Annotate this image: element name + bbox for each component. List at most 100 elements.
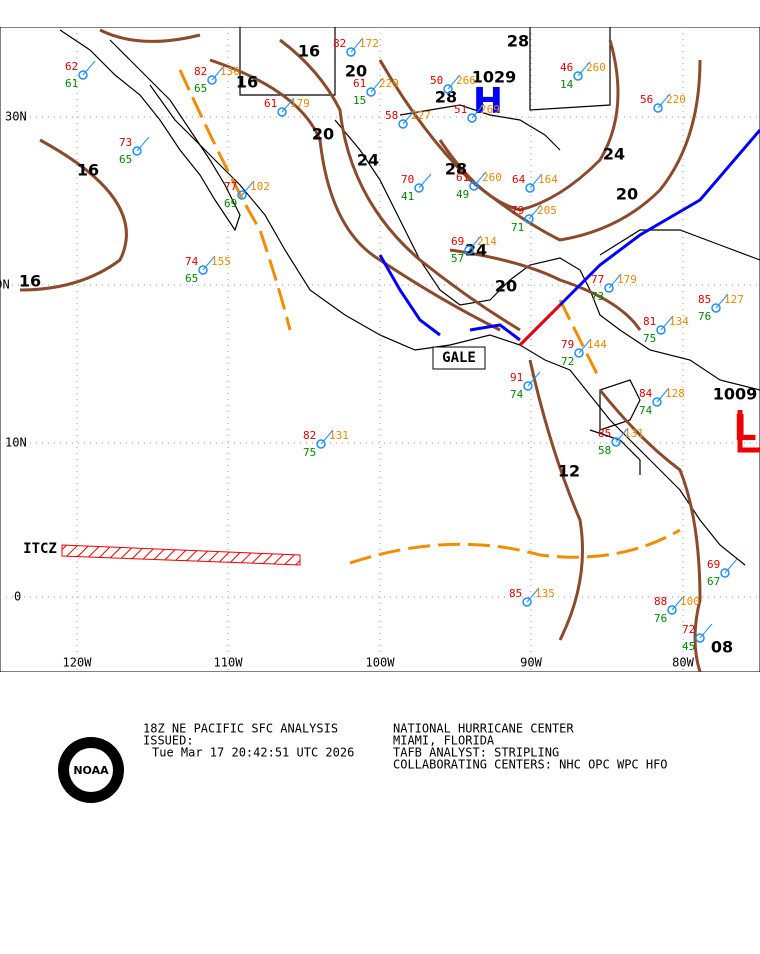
station-dewpoint: 76 (654, 612, 667, 625)
lon-label: 120W (63, 656, 93, 670)
wind-barb (350, 37, 364, 53)
coastlines (59, 27, 760, 566)
station-temp: 85 (598, 427, 611, 440)
itcz-band (61, 544, 301, 566)
lat-label: 30N (5, 110, 27, 124)
station-dewpoint: 76 (698, 310, 711, 323)
wind-barb (578, 338, 592, 354)
graticule (0, 27, 760, 672)
station-dewpoint: 61 (65, 77, 78, 90)
station-temp: 69 (707, 558, 720, 571)
wind-barb (418, 173, 432, 189)
station (720, 568, 730, 578)
wind-barb (82, 60, 96, 76)
station-pressure: 172 (359, 37, 379, 50)
station-pressure: 135 (535, 587, 555, 600)
wind-barb (471, 103, 485, 119)
footer-time: Tue Mar 17 20:42:51 UTC 2026 (152, 746, 354, 760)
wind-barb (608, 273, 622, 289)
station-dewpoint: 45 (682, 640, 695, 653)
isobar-label: 16 (298, 42, 320, 61)
isobar-label: 16 (77, 161, 99, 180)
station (711, 303, 721, 313)
station-pressure: 227 (411, 109, 431, 122)
isobar-label: 08 (711, 638, 733, 657)
wind-barb (656, 387, 670, 403)
station-dewpoint: 67 (707, 575, 720, 588)
wind-barb (527, 371, 541, 387)
fronts (378, 129, 760, 453)
wind-barb (202, 255, 216, 271)
station-temp: 84 (639, 387, 653, 400)
station-temp: 56 (640, 93, 653, 106)
isobar-label: 20 (616, 185, 638, 204)
wind-barb (370, 77, 384, 93)
station-temp: 73 (119, 136, 132, 149)
station-pressure: 229 (379, 77, 399, 90)
station (523, 381, 533, 391)
station-pressure: 131 (624, 427, 644, 440)
station-dewpoint: 73 (591, 290, 604, 303)
station (667, 605, 677, 615)
wind-barb (577, 61, 591, 77)
station-temp: 77 (591, 273, 604, 286)
noaa-logo-inner (69, 748, 113, 792)
isobar-label: 28 (507, 32, 529, 51)
isobars (19, 28, 702, 672)
footer-center: NATIONAL HURRICANE CENTER (393, 722, 574, 736)
gale-label: GALE (442, 350, 476, 366)
lat-label: 20N (0, 278, 10, 292)
lon-label: 100W (366, 656, 396, 670)
station (464, 245, 474, 255)
itcz-label: ITCZ (23, 541, 57, 557)
station-dewpoint: 75 (643, 332, 656, 345)
station (207, 75, 217, 85)
station-pressure: 260 (586, 61, 606, 74)
wind-barb (241, 180, 255, 196)
station-temp: 64 (512, 173, 526, 186)
footer: NOAA 18Z NE PACIFIC SFC ANALYSISISSUED:Tu… (58, 722, 668, 803)
station-pressure: 214 (477, 235, 497, 248)
station-temp: 88 (654, 595, 667, 608)
station-temp: 51 (454, 103, 467, 116)
station (469, 181, 479, 191)
station-dewpoint: 14 (560, 78, 574, 91)
footer-collab: COLLABORATING CENTERS: NHC OPC WPC HFO (393, 758, 668, 772)
labels: 30N 20N 10N 0 120W 110W 100W 90W 80W 16 16 20 28 28 20… (0, 32, 757, 670)
station (652, 397, 662, 407)
station-pressure: 155 (211, 255, 231, 268)
station-pressure: 269 (480, 103, 500, 116)
station-dewpoint: 49 (456, 188, 469, 201)
station-temp: 85 (509, 587, 522, 600)
station-temp: 69 (451, 235, 464, 248)
station (398, 119, 408, 129)
station-temp: 62 (65, 60, 78, 73)
station-pressure: 205 (537, 204, 557, 217)
isobar-label: 16 (236, 73, 258, 92)
station-temp: 72 (682, 623, 695, 636)
wind-barb (136, 136, 150, 152)
station-dewpoint: 65 (185, 272, 198, 285)
station (346, 47, 356, 57)
troughs (178, 69, 681, 565)
station-temp: 82 (333, 37, 346, 50)
station-pressure: 266 (456, 74, 476, 87)
station-temp: 74 (185, 255, 199, 268)
station-dewpoint: 15 (353, 94, 366, 107)
gale-box (432, 346, 486, 370)
station-dewpoint: 57 (451, 252, 464, 265)
station-dewpoint: 71 (511, 221, 524, 234)
wind-barb (528, 204, 542, 220)
station (653, 103, 663, 113)
station-temp: 79 (511, 204, 524, 217)
isobar-label: 24 (465, 241, 487, 260)
wind-barb (671, 595, 685, 611)
station-dewpoint: 69 (224, 197, 237, 210)
low-letter: L (734, 408, 757, 449)
wind-barb (715, 293, 729, 309)
lat-label: 10N (5, 436, 27, 450)
isobar-label: 28 (445, 160, 467, 179)
isobar-label: 20 (312, 125, 334, 144)
wind-barb (473, 171, 487, 187)
footer-location: MIAMI, FLORIDA (393, 734, 495, 748)
